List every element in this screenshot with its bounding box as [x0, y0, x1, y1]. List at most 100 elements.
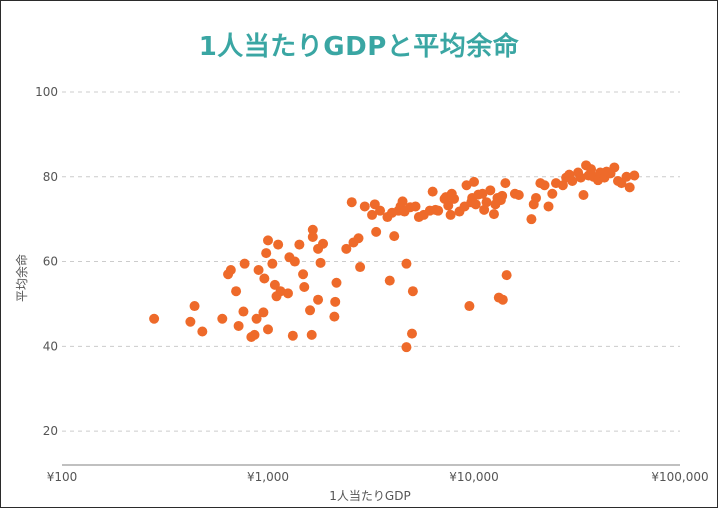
data-point: [407, 286, 418, 297]
data-point: [371, 226, 382, 237]
data-point: [488, 209, 499, 220]
data-point: [313, 294, 324, 305]
x-tick-label: ¥1,000: [247, 470, 289, 484]
x-tick-label: ¥10,000: [449, 470, 499, 484]
data-point: [346, 197, 357, 208]
y-tick-label: 80: [43, 170, 58, 184]
data-point: [427, 186, 438, 197]
y-tick-label: 100: [35, 85, 58, 99]
data-point: [401, 342, 412, 353]
data-point: [410, 201, 421, 212]
data-point: [629, 170, 640, 181]
data-point: [233, 320, 244, 331]
data-point: [575, 172, 586, 183]
data-point: [267, 258, 278, 269]
data-point: [189, 301, 200, 312]
data-point: [406, 328, 417, 339]
data-point: [353, 233, 364, 244]
data-point: [586, 164, 597, 175]
data-point: [479, 204, 490, 215]
data-point: [330, 296, 341, 307]
data-point: [263, 324, 273, 335]
data-points: [149, 160, 640, 353]
data-point: [306, 329, 317, 340]
data-point: [289, 256, 300, 267]
data-point: [261, 248, 272, 259]
data-point: [497, 294, 508, 305]
data-point: [307, 224, 318, 235]
data-point: [621, 171, 632, 182]
data-point: [258, 307, 269, 318]
data-point: [445, 209, 456, 220]
data-point: [531, 192, 542, 203]
data-point: [225, 265, 236, 276]
data-point: [282, 288, 293, 299]
data-point: [449, 193, 460, 204]
data-point: [401, 258, 412, 269]
data-point: [543, 201, 554, 212]
data-point: [526, 214, 537, 225]
data-point: [547, 188, 558, 199]
data-point: [231, 286, 242, 297]
data-point: [501, 270, 512, 281]
y-axis-title: 平均余命: [14, 254, 29, 302]
data-point: [197, 326, 208, 337]
data-point: [251, 313, 262, 324]
data-point: [294, 239, 305, 250]
data-point: [578, 189, 589, 200]
data-point: [341, 243, 352, 254]
data-point: [367, 209, 378, 220]
y-tick-label: 20: [43, 424, 58, 438]
data-point: [469, 176, 479, 187]
x-axis-ticks: ¥100 ¥1,000 ¥10,000 ¥100,000: [47, 470, 709, 484]
data-point: [389, 231, 400, 242]
data-point: [307, 231, 318, 242]
x-tick-label: ¥100: [47, 470, 78, 484]
data-point: [624, 182, 635, 193]
chart-title: 1人当たりGDPと平均余命: [198, 32, 520, 62]
data-point: [481, 197, 492, 208]
x-tick-label: ¥100,000: [651, 470, 708, 484]
data-point: [315, 257, 326, 268]
data-point: [609, 162, 620, 173]
data-point: [461, 180, 472, 191]
data-point: [477, 188, 488, 199]
data-point: [305, 305, 316, 316]
data-point: [318, 238, 329, 249]
data-point: [359, 201, 370, 212]
data-point: [299, 281, 310, 292]
grid-lines: [62, 91, 680, 432]
data-point: [253, 265, 264, 276]
data-point: [500, 178, 511, 189]
data-point: [539, 180, 550, 191]
data-point: [329, 311, 340, 322]
data-point: [149, 313, 160, 324]
data-point: [485, 185, 496, 196]
data-point: [273, 239, 284, 250]
data-point: [249, 329, 260, 340]
data-point: [464, 301, 475, 312]
data-point: [331, 277, 342, 288]
data-point: [433, 205, 444, 216]
y-axis-ticks: 20 40 60 80 100: [35, 85, 58, 438]
data-point: [355, 262, 366, 273]
data-point: [287, 330, 298, 341]
data-point: [443, 200, 454, 211]
data-point: [238, 306, 249, 317]
y-tick-label: 60: [43, 255, 58, 269]
data-point: [239, 258, 250, 269]
y-tick-label: 40: [43, 339, 58, 353]
data-point: [298, 269, 309, 280]
x-axis-title: 1人当たりGDP: [329, 489, 410, 503]
data-point: [384, 275, 395, 286]
data-point: [375, 205, 386, 216]
data-point: [557, 180, 568, 191]
data-point: [513, 189, 524, 200]
data-point: [217, 313, 228, 324]
data-point: [259, 273, 270, 284]
data-point: [263, 235, 273, 246]
data-point: [497, 190, 508, 201]
data-point: [567, 176, 578, 187]
